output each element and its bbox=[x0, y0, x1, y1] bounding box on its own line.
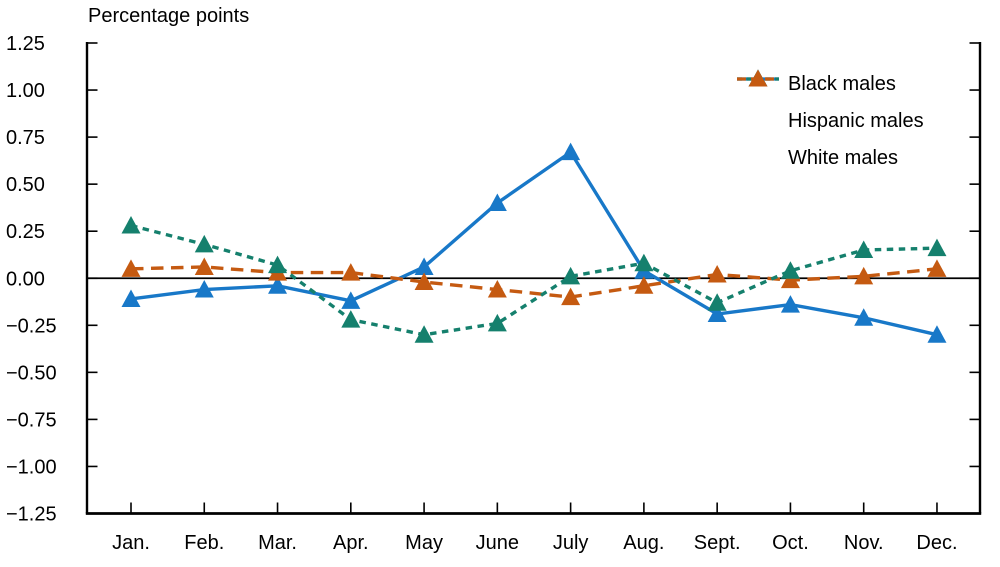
x-tick-label: Jan. bbox=[112, 532, 150, 554]
x-tick-label: May bbox=[405, 532, 443, 554]
x-tick-label: Dec. bbox=[916, 532, 957, 554]
data-point-marker-white-males bbox=[561, 287, 581, 306]
data-point-marker-black-males bbox=[707, 304, 727, 323]
data-point-marker-black-males bbox=[121, 289, 141, 307]
data-point-marker-white-males bbox=[194, 257, 214, 275]
x-tick-label: Aug. bbox=[623, 532, 664, 554]
y-tick-label: −0.25 bbox=[6, 315, 57, 337]
data-point-marker-hispanic-males bbox=[780, 261, 800, 279]
legend-triangle bbox=[748, 69, 768, 87]
legend-marker-glyph bbox=[737, 69, 779, 87]
series-line-black-males bbox=[130, 149, 938, 337]
y-tick-label: 1.25 bbox=[6, 33, 45, 55]
data-point-marker-hispanic-males bbox=[121, 216, 141, 234]
data-point-marker-black-males bbox=[927, 325, 947, 343]
data-point-marker-white-males bbox=[780, 270, 800, 289]
legend: Black males Hispanic males White males bbox=[737, 66, 924, 177]
y-tick-label: 0.00 bbox=[6, 268, 45, 290]
data-point-marker-hispanic-males bbox=[268, 255, 288, 274]
series-line-white-males bbox=[130, 265, 938, 299]
data-point-marker-hispanic-males bbox=[414, 325, 434, 343]
data-point-marker-black-males bbox=[780, 295, 800, 313]
legend-item-white-males: White males bbox=[737, 69, 924, 177]
x-tick-label: Oct. bbox=[772, 532, 809, 554]
data-point-marker-white-males bbox=[414, 272, 434, 291]
data-point-marker-white-males bbox=[341, 263, 361, 281]
x-tick-label: Mar. bbox=[258, 532, 297, 554]
y-axis-unit-label: Percentage points bbox=[88, 5, 250, 27]
data-point-marker-black-males bbox=[268, 276, 288, 294]
hispanic-males-line-marker-icon bbox=[737, 69, 779, 134]
data-point-marker-hispanic-males bbox=[707, 293, 727, 311]
data-point-marker-white-males bbox=[707, 264, 727, 283]
legend-label-black-males: Black males bbox=[788, 73, 896, 95]
legend-label-white-males: White males bbox=[788, 147, 899, 169]
data-point-marker-hispanic-males bbox=[194, 234, 214, 253]
data-point-marker-hispanic-males bbox=[927, 238, 947, 257]
y-tick-label: 1.00 bbox=[6, 80, 45, 102]
legend-label-hispanic-males: Hispanic males bbox=[788, 110, 924, 132]
x-tick-label: Nov. bbox=[844, 532, 884, 554]
legend-item-hispanic-males: Hispanic males bbox=[737, 69, 924, 140]
data-point-marker-white-males bbox=[487, 280, 507, 298]
data-point-marker-black-males bbox=[487, 193, 507, 211]
y-tick-label: −0.75 bbox=[6, 409, 57, 431]
y-tick-label: 0.50 bbox=[6, 174, 45, 196]
data-point-marker-white-males bbox=[927, 259, 947, 277]
y-tick-label: −1.00 bbox=[6, 456, 57, 478]
x-tick-label: June bbox=[476, 532, 519, 554]
y-tick-label: −1.25 bbox=[6, 504, 57, 526]
y-tick-label: −0.50 bbox=[6, 362, 57, 384]
data-point-marker-black-males bbox=[561, 142, 581, 161]
data-point-marker-white-males bbox=[121, 259, 141, 277]
data-point-marker-black-males bbox=[854, 308, 874, 326]
data-point-marker-black-males bbox=[414, 257, 434, 275]
data-point-marker-hispanic-males bbox=[854, 240, 874, 259]
white-males-line-marker-icon bbox=[737, 69, 779, 171]
data-point-marker-hispanic-males bbox=[341, 310, 361, 328]
x-tick-label: Feb. bbox=[184, 532, 224, 554]
data-point-marker-white-males bbox=[854, 266, 874, 285]
x-tick-label: Apr. bbox=[333, 532, 369, 554]
x-tick-label: Sept. bbox=[694, 532, 741, 554]
y-tick-label: 0.25 bbox=[6, 221, 45, 243]
x-tick-label: July bbox=[553, 532, 589, 554]
data-point-marker-black-males bbox=[341, 291, 361, 309]
data-point-marker-hispanic-males bbox=[634, 253, 654, 272]
series-line-hispanic-males bbox=[130, 223, 938, 337]
y-tick-label: 0.75 bbox=[6, 127, 45, 149]
data-point-marker-white-males bbox=[634, 276, 654, 294]
data-point-marker-hispanic-males bbox=[561, 266, 581, 285]
data-point-marker-black-males bbox=[194, 280, 214, 298]
data-point-marker-hispanic-males bbox=[487, 313, 507, 332]
